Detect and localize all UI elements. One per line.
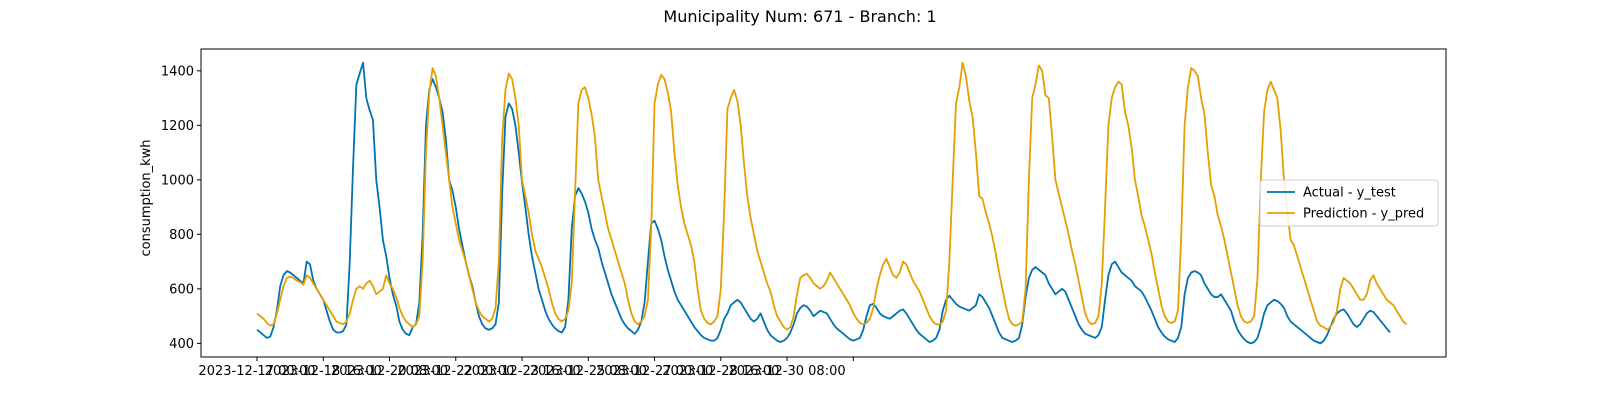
series-line-1 — [256, 61, 1408, 331]
series-group — [256, 61, 1408, 345]
x-tick-label: 2023-12-30 08:00 — [728, 364, 845, 379]
x-tick-label: 2023-12-23 16:00 — [463, 364, 580, 379]
x-tick-label: 2023-12-22 00:00 — [397, 364, 514, 379]
series-line-0 — [256, 61, 1391, 345]
y-tick-label: 1200 — [161, 119, 194, 134]
plot-area — [200, 48, 1447, 358]
y-tick-label: 1000 — [161, 173, 194, 188]
y-tick-label: 600 — [169, 282, 194, 297]
y-axis-ticks: 400 600 800 1000 1200 1400 — [161, 64, 201, 352]
legend-box — [1259, 179, 1439, 227]
y-axis-label: consumption_kwh — [139, 139, 154, 256]
x-tick-label: 2023-12-20 08:00 — [331, 364, 448, 379]
x-tick-label: 2023-12-25 08:00 — [530, 364, 647, 379]
legend: Actual - y_test Prediction - y_pred — [1259, 179, 1439, 227]
plot-frame — [200, 48, 1447, 358]
legend-label-0: Actual - y_test — [1303, 186, 1396, 201]
x-tick-label: 2023-12-27 00:00 — [596, 364, 713, 379]
x-tick-label: 2023-12-18 16:00 — [265, 364, 382, 379]
y-tick-label: 1400 — [161, 64, 194, 79]
y-tick-label: 400 — [169, 337, 194, 352]
legend-label-1: Prediction - y_pred — [1303, 207, 1424, 222]
y-tick-label: 800 — [169, 228, 194, 243]
x-tick-label: 2023-12-17 00:00 — [198, 364, 315, 379]
chart-title: Municipality Num: 671 - Branch: 1 — [663, 7, 936, 26]
x-tick-label: 2023-12-28 16:00 — [662, 364, 779, 379]
